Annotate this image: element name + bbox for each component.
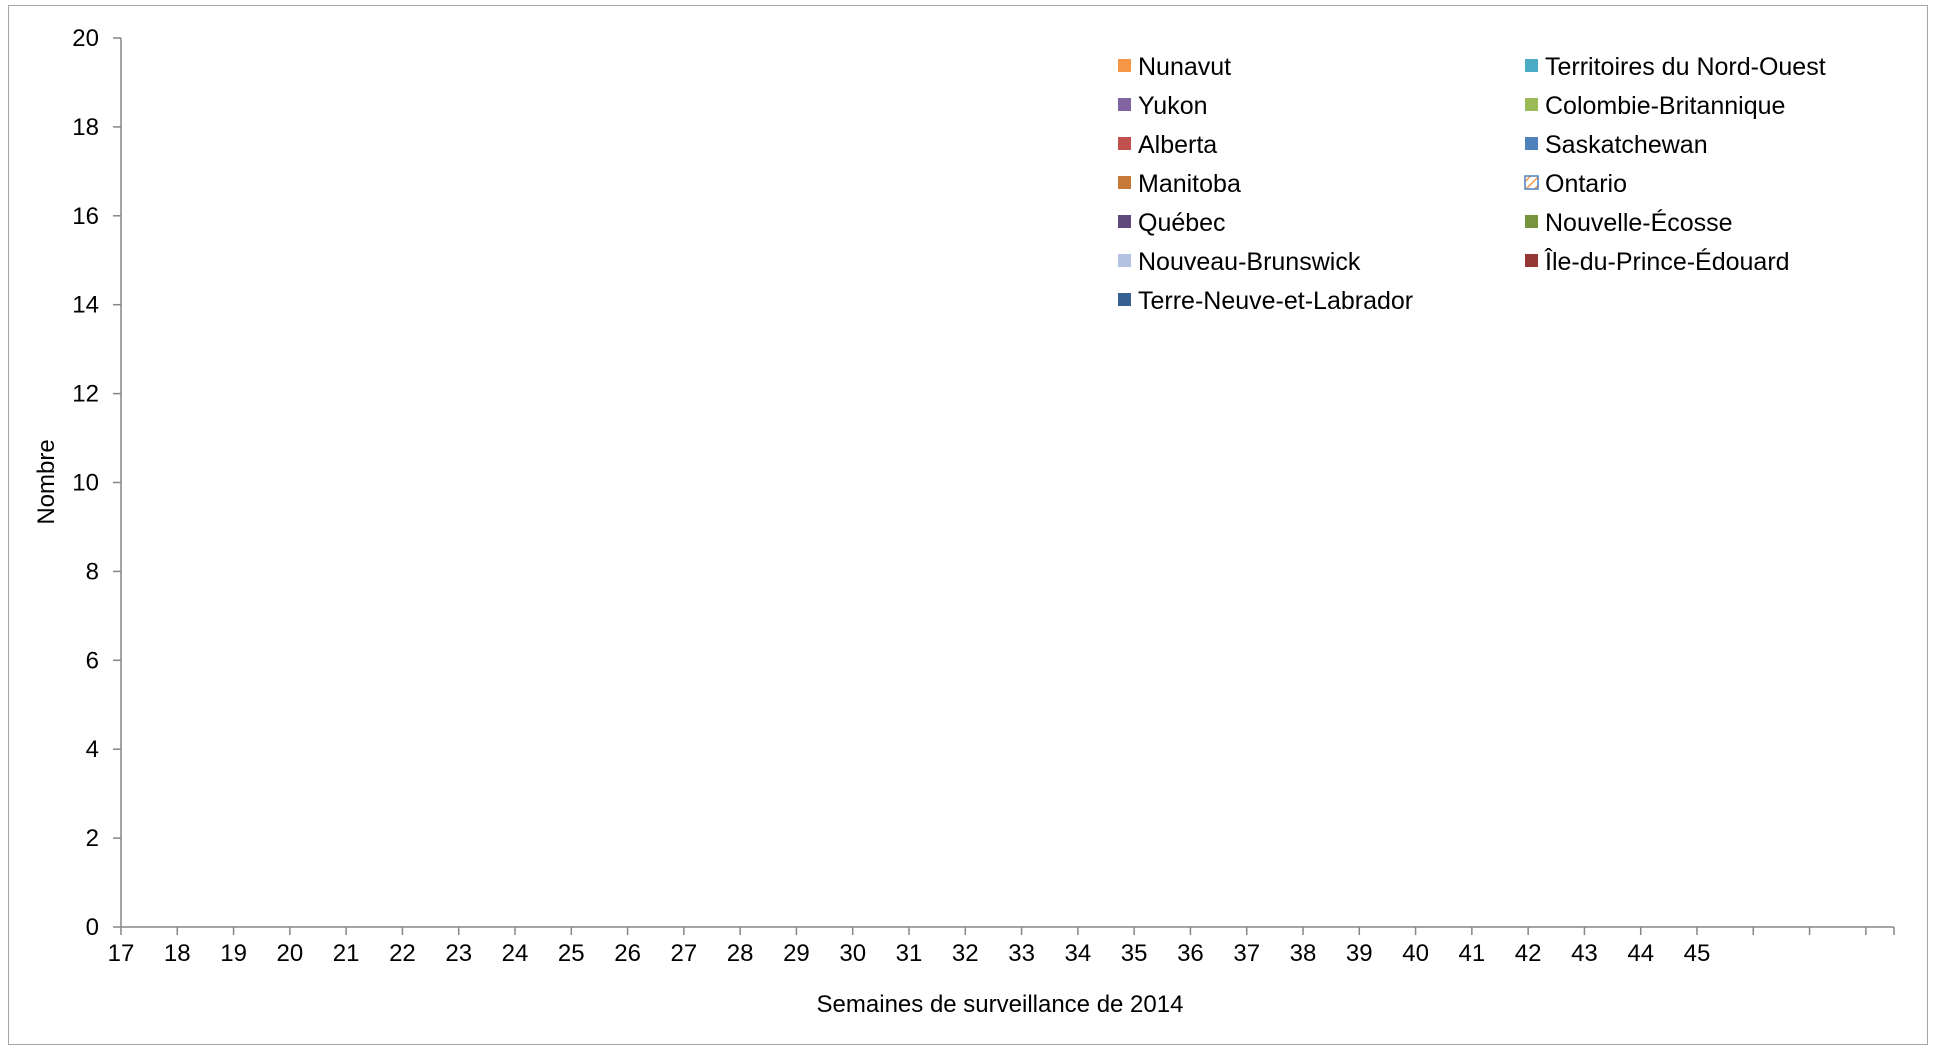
- y-tick-label: 8: [86, 558, 99, 585]
- legend-label: Terre-Neuve-et-Labrador: [1138, 287, 1413, 315]
- legend-swatch: [1118, 215, 1131, 228]
- y-axis: 0 2 4 6 8 10 12 14 16 18 20: [72, 25, 122, 941]
- legend-swatch: [1525, 59, 1538, 72]
- y-tick-label: 12: [72, 381, 99, 408]
- y-tick-label: 4: [86, 736, 99, 763]
- y-tick-label: 0: [86, 914, 99, 941]
- x-tick-label: 37: [1233, 940, 1260, 967]
- x-tick-label: 20: [277, 940, 304, 967]
- y-tick-label: 10: [72, 470, 99, 497]
- x-tick-label: 43: [1571, 940, 1598, 967]
- x-tick-label: 35: [1121, 940, 1148, 967]
- x-tick-label: 31: [896, 940, 923, 967]
- x-tick-label: 21: [333, 940, 360, 967]
- y-tick-label: 16: [72, 203, 99, 230]
- x-tick-label: 27: [671, 940, 698, 967]
- legend-swatch: [1118, 254, 1131, 267]
- legend-label: Nunavut: [1138, 53, 1231, 81]
- x-axis-title: Semaines de surveillance de 2014: [817, 991, 1184, 1018]
- x-tick-label: 39: [1346, 940, 1373, 967]
- x-tick-label: 45: [1684, 940, 1711, 967]
- x-tick-label: 24: [502, 940, 529, 967]
- x-tick-label: 34: [1065, 940, 1092, 967]
- legend-swatch: [1525, 215, 1538, 228]
- x-tick-label: 19: [220, 940, 247, 967]
- x-tick-label: 22: [389, 940, 416, 967]
- x-tick-label: 30: [839, 940, 866, 967]
- legend-swatch: [1118, 59, 1131, 72]
- legend-label: Québec: [1138, 209, 1226, 237]
- x-tick-label: 18: [164, 940, 191, 967]
- legend-label: Ontario: [1545, 170, 1627, 198]
- x-tick-label: 40: [1402, 940, 1429, 967]
- x-axis: 17 18 19 20 21 22 23 24 25 26 27 28 29 30 31 32 33 34 35 36…: [108, 926, 1895, 967]
- x-tick-label: 32: [952, 940, 979, 967]
- y-tick-label: 2: [86, 825, 99, 852]
- x-tick-label: 33: [1008, 940, 1035, 967]
- legend-label: Territoires du Nord-Ouest: [1545, 53, 1826, 81]
- legend-label: Colombie-Britannique: [1545, 92, 1785, 120]
- legend-label: Manitoba: [1138, 170, 1241, 198]
- legend-label: Île-du-Prince-Édouard: [1544, 247, 1790, 276]
- legend-label: Nouveau-Brunswick: [1138, 248, 1361, 276]
- legend-swatch: [1525, 98, 1538, 111]
- legend-swatch: [1524, 175, 1539, 190]
- legend-swatch: [1118, 293, 1131, 306]
- legend-label: Alberta: [1138, 131, 1217, 159]
- x-tick-label: 38: [1290, 940, 1317, 967]
- x-tick-label: 17: [108, 940, 135, 967]
- legend-swatch: [1525, 254, 1538, 267]
- x-tick-label: 23: [445, 940, 472, 967]
- legend: Nunavut Territoires du Nord-Ouest Yukon Col…: [1118, 53, 1826, 315]
- legend-label: Yukon: [1138, 92, 1208, 120]
- y-tick-label: 14: [72, 292, 99, 319]
- legend-label: Saskatchewan: [1545, 131, 1708, 159]
- chart-frame: [8, 5, 1928, 1045]
- y-tick-label: 20: [72, 25, 99, 52]
- x-tick-label: 25: [558, 940, 585, 967]
- x-tick-label: 42: [1515, 940, 1542, 967]
- legend-label: Nouvelle-Écosse: [1545, 208, 1733, 237]
- legend-swatch: [1525, 137, 1538, 150]
- y-tick-label: 18: [72, 114, 99, 141]
- y-tick-label: 6: [86, 647, 99, 674]
- x-tick-label: 28: [727, 940, 754, 967]
- x-tick-label: 26: [614, 940, 641, 967]
- x-tick-label: 36: [1177, 940, 1204, 967]
- x-tick-label: 44: [1627, 940, 1654, 967]
- legend-swatch: [1118, 176, 1131, 189]
- legend-swatch: [1118, 137, 1131, 150]
- legend-swatch: [1118, 98, 1131, 111]
- x-tick-label: 29: [783, 940, 810, 967]
- x-tick-label: 41: [1459, 940, 1486, 967]
- y-axis-title: Nombre: [33, 439, 60, 524]
